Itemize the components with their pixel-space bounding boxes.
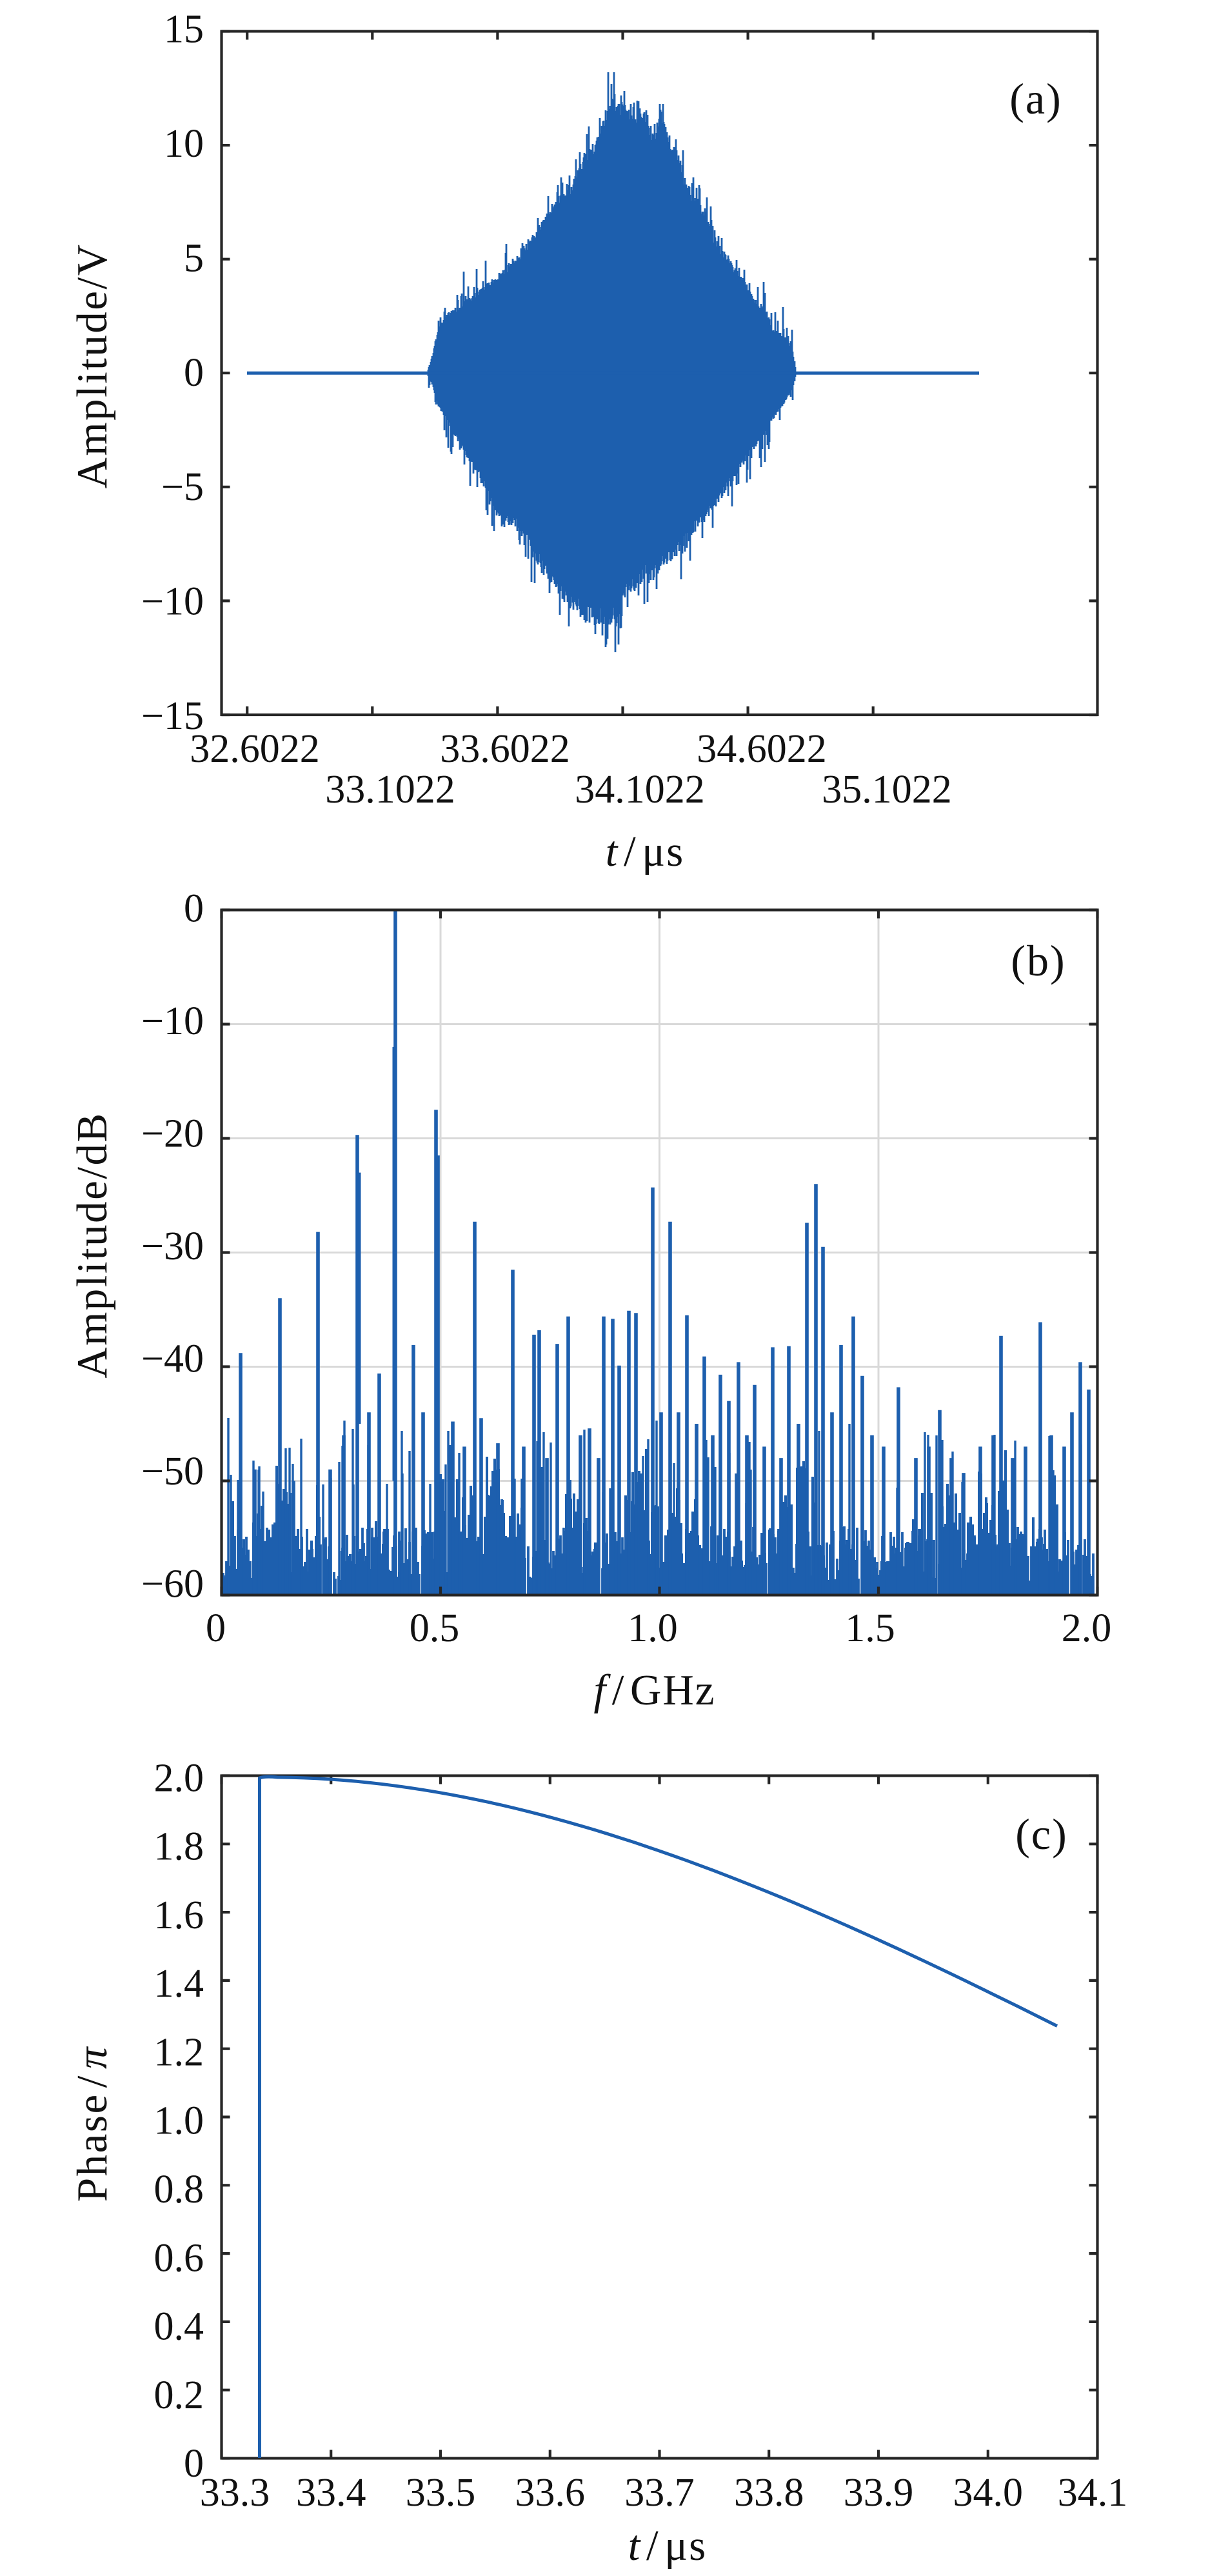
svg-text:−60: −60: [141, 1563, 204, 1606]
svg-text:1.6: 1.6: [154, 1893, 204, 1937]
svg-text:−40: −40: [141, 1337, 204, 1381]
svg-text:33.8: 33.8: [734, 2471, 804, 2515]
svg-text:−10: −10: [141, 580, 204, 624]
svg-text:33.9: 33.9: [844, 2471, 914, 2515]
svg-text:0: 0: [184, 2442, 204, 2486]
svg-text:t / μs: t / μs: [628, 2522, 707, 2570]
svg-text:0: 0: [184, 351, 204, 395]
svg-text:1.2: 1.2: [154, 2030, 204, 2074]
svg-text:34.6022: 34.6022: [697, 727, 827, 771]
svg-text:2.0: 2.0: [154, 1756, 204, 1800]
svg-text:1.8: 1.8: [154, 1825, 204, 1869]
svg-text:33.6: 33.6: [515, 2471, 586, 2515]
svg-text:t / μs: t / μs: [606, 828, 684, 875]
svg-text:−50: −50: [141, 1450, 204, 1493]
svg-text:33.1022: 33.1022: [325, 768, 455, 812]
svg-text:Phase / π: Phase / π: [68, 2046, 116, 2202]
svg-text:(a): (a): [1009, 74, 1062, 123]
svg-text:1.0: 1.0: [628, 1606, 678, 1650]
svg-text:(b): (b): [1011, 936, 1065, 985]
svg-text:33.7: 33.7: [624, 2471, 695, 2515]
svg-text:32.6022: 32.6022: [190, 727, 320, 771]
svg-text:33.3: 33.3: [200, 2471, 270, 2515]
svg-text:0: 0: [206, 1606, 226, 1650]
svg-text:33.5: 33.5: [406, 2471, 476, 2515]
svg-text:−30: −30: [141, 1224, 204, 1268]
svg-text:−20: −20: [141, 1112, 204, 1156]
svg-text:33.4: 33.4: [296, 2471, 366, 2515]
svg-text:0.5: 0.5: [410, 1606, 460, 1650]
svg-text:35.1022: 35.1022: [822, 768, 952, 812]
svg-text:0: 0: [184, 887, 204, 931]
svg-text:−15: −15: [141, 694, 204, 738]
svg-text:15: 15: [164, 8, 204, 52]
svg-text:5: 5: [184, 236, 204, 280]
svg-text:Amplitude/V: Amplitude/V: [68, 243, 116, 488]
svg-text:Amplitude/dB: Amplitude/dB: [68, 1112, 116, 1378]
svg-text:1.5: 1.5: [845, 1606, 895, 1650]
svg-text:0.8: 0.8: [154, 2168, 204, 2212]
svg-text:f / GHz: f / GHz: [594, 1666, 716, 1714]
svg-text:1.4: 1.4: [154, 1962, 204, 2006]
svg-text:34.1: 34.1: [1058, 2471, 1128, 2515]
svg-text:34.0: 34.0: [953, 2471, 1024, 2515]
svg-text:10: 10: [164, 122, 204, 166]
svg-text:2.0: 2.0: [1062, 1606, 1112, 1650]
svg-text:−5: −5: [161, 465, 204, 509]
svg-text:−10: −10: [141, 999, 204, 1043]
svg-text:0.4: 0.4: [154, 2305, 204, 2349]
svg-text:33.6022: 33.6022: [440, 727, 570, 771]
svg-text:0.6: 0.6: [154, 2236, 204, 2280]
svg-text:0.2: 0.2: [154, 2373, 204, 2417]
svg-text:1.0: 1.0: [154, 2099, 204, 2143]
svg-text:(c): (c): [1015, 1810, 1067, 1859]
svg-text:34.1022: 34.1022: [575, 768, 705, 812]
